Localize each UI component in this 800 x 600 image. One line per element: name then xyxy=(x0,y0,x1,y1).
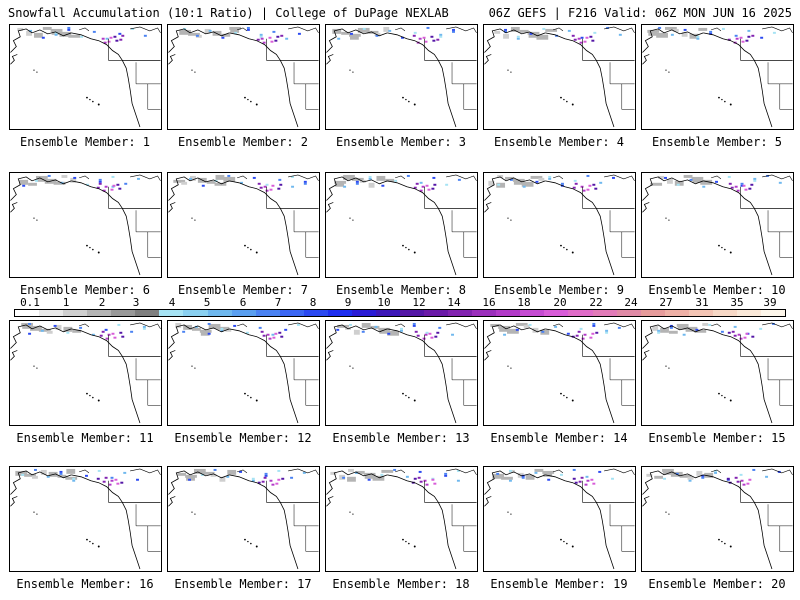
colorbar-tick-label: 3 xyxy=(132,296,140,309)
colorbar-tick-label: 24 xyxy=(624,296,638,309)
ensemble-member-caption: Ensemble Member: 11 xyxy=(16,431,154,445)
colorbar-tick-label: 31 xyxy=(695,296,709,309)
ensemble-member-caption: Ensemble Member: 2 xyxy=(177,135,309,149)
colorbar-swatch xyxy=(496,310,521,316)
colorbar-swatch xyxy=(592,310,617,316)
ensemble-map-panel xyxy=(641,466,794,572)
colorbar-swatch xyxy=(760,310,785,316)
colorbar-swatch xyxy=(327,310,352,316)
colorbar-swatch xyxy=(520,310,545,316)
ensemble-member-caption: Ensemble Member: 16 xyxy=(16,577,154,591)
colorbar-tick-label: 1 xyxy=(62,296,70,309)
colorbar-swatch xyxy=(183,310,208,316)
ensemble-member-caption: Ensemble Member: 7 xyxy=(177,283,309,297)
ensemble-member-caption: Ensemble Member: 4 xyxy=(493,135,625,149)
colorbar-swatch xyxy=(303,310,328,316)
colorbar-swatch xyxy=(736,310,761,316)
ensemble-map-panel xyxy=(641,172,794,278)
colorbar-swatch xyxy=(568,310,593,316)
ensemble-member-caption: Ensemble Member: 6 xyxy=(19,283,151,297)
run-valid-time: 06Z GEFS | F216 Valid: 06Z MON JUN 16 20… xyxy=(488,6,792,20)
colorbar-swatch xyxy=(664,310,689,316)
ensemble-map-panel xyxy=(325,24,478,130)
colorbar-swatch xyxy=(544,310,569,316)
ensemble-member-caption: Ensemble Member: 1 xyxy=(19,135,151,149)
ensemble-map-panel xyxy=(167,466,320,572)
colorbar-swatch xyxy=(424,310,449,316)
colorbar-swatch xyxy=(87,310,112,316)
ensemble-map-panel xyxy=(9,320,162,426)
ensemble-map-panel xyxy=(483,24,636,130)
ensemble-map-panel xyxy=(167,172,320,278)
colorbar-tick-label: 4 xyxy=(168,296,176,309)
colorbar-swatch xyxy=(400,310,425,316)
colorbar-swatch xyxy=(111,310,136,316)
ensemble-map-panel xyxy=(325,172,478,278)
colorbar-tick-label: 14 xyxy=(447,296,461,309)
colorbar-swatch xyxy=(279,310,304,316)
ensemble-member-caption: Ensemble Member: 20 xyxy=(648,577,786,591)
colorbar-swatch xyxy=(207,310,232,316)
ensemble-member-caption: Ensemble Member: 15 xyxy=(648,431,786,445)
colorbar-tick-label: 12 xyxy=(412,296,426,309)
colorbar-tick-label: 16 xyxy=(482,296,496,309)
ensemble-member-caption: Ensemble Member: 10 xyxy=(648,283,786,297)
colorbar-labels: 0.1 1 2 3 4 5 6 7 8 9 10 12 14 16 18 20 22 24 27 31 35 39 xyxy=(0,296,800,309)
ensemble-map-panel xyxy=(325,466,478,572)
colorbar-tick-label: 27 xyxy=(659,296,673,309)
colorbar-swatch xyxy=(688,310,713,316)
ensemble-map-panel xyxy=(9,24,162,130)
colorbar-tick-label: 7 xyxy=(274,296,282,309)
ensemble-member-caption: Ensemble Member: 18 xyxy=(332,577,470,591)
ensemble-member-caption: Ensemble Member: 9 xyxy=(493,283,625,297)
colorbar-swatch xyxy=(15,310,40,316)
ensemble-member-caption: Ensemble Member: 19 xyxy=(490,577,628,591)
colorbar-tick-label: 2 xyxy=(98,296,106,309)
colorbar-swatch xyxy=(39,310,64,316)
colorbar-swatch xyxy=(159,310,184,316)
colorbar-swatch xyxy=(616,310,641,316)
colorbar-swatch xyxy=(135,310,160,316)
ensemble-map-panel xyxy=(167,320,320,426)
ensemble-map-panel xyxy=(641,24,794,130)
colorbar-tick-label: 9 xyxy=(344,296,352,309)
colorbar-tick-label: 39 xyxy=(763,296,777,309)
snowfall-colorbar xyxy=(14,309,786,317)
colorbar-swatch xyxy=(712,310,737,316)
ensemble-member-caption: Ensemble Member: 14 xyxy=(490,431,628,445)
ensemble-map-panel xyxy=(483,320,636,426)
ensemble-map-panel xyxy=(483,172,636,278)
ensemble-map-panel xyxy=(9,172,162,278)
colorbar-swatch xyxy=(63,310,88,316)
colorbar-swatch xyxy=(255,310,280,316)
colorbar-tick-label: 18 xyxy=(517,296,531,309)
ensemble-member-caption: Ensemble Member: 12 xyxy=(174,431,312,445)
ensemble-member-caption: Ensemble Member: 17 xyxy=(174,577,312,591)
ensemble-member-caption: Ensemble Member: 5 xyxy=(651,135,783,149)
ensemble-map-panel xyxy=(483,466,636,572)
colorbar-swatch xyxy=(472,310,497,316)
ensemble-member-caption: Ensemble Member: 13 xyxy=(332,431,470,445)
colorbar-tick-label: 10 xyxy=(377,296,391,309)
chart-title: Snowfall Accumulation (10:1 Ratio) | Col… xyxy=(8,6,449,20)
colorbar-swatch xyxy=(640,310,665,316)
colorbar-tick-label: 35 xyxy=(730,296,744,309)
colorbar-tick-label: 20 xyxy=(553,296,567,309)
colorbar-tick-label: 8 xyxy=(309,296,317,309)
colorbar-swatch xyxy=(375,310,400,316)
colorbar-tick-label: 6 xyxy=(239,296,247,309)
colorbar-swatch xyxy=(351,310,376,316)
colorbar-swatch xyxy=(231,310,256,316)
ensemble-map-panel xyxy=(167,24,320,130)
colorbar-swatch xyxy=(448,310,473,316)
colorbar-tick-label: 22 xyxy=(589,296,603,309)
ensemble-map-panel xyxy=(641,320,794,426)
ensemble-map-panel xyxy=(325,320,478,426)
ensemble-member-caption: Ensemble Member: 8 xyxy=(335,283,467,297)
colorbar-tick-label: 5 xyxy=(203,296,211,309)
ensemble-map-panel xyxy=(9,466,162,572)
colorbar-tick-label: 0.1 xyxy=(20,296,40,309)
ensemble-member-caption: Ensemble Member: 3 xyxy=(335,135,467,149)
